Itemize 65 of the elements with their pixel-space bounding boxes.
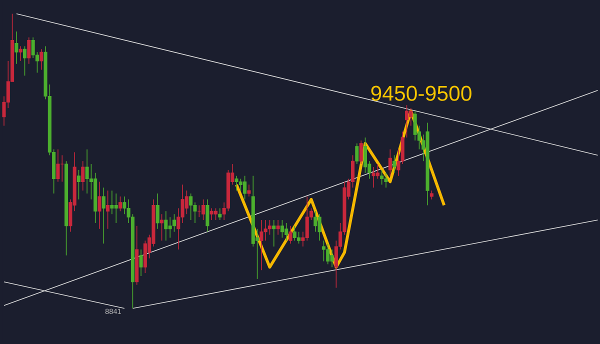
- candlestick: [122, 196, 126, 215]
- candlestick: [202, 199, 206, 220]
- candlestick: [314, 210, 318, 232]
- candlestick: [404, 104, 409, 138]
- candlestick: [292, 226, 296, 242]
- candlestick: [322, 240, 326, 262]
- candlestick: [284, 222, 288, 242]
- candlestick: [268, 220, 272, 236]
- candlestick: [247, 184, 251, 197]
- candlestick: [18, 46, 22, 62]
- candlestick: [184, 190, 188, 215]
- candlestick: [243, 175, 247, 200]
- candlestick: [160, 214, 164, 242]
- candlestick: [156, 193, 160, 230]
- candlestick: [392, 154, 396, 174]
- candlestick: [372, 166, 376, 188]
- candlestick: [330, 249, 334, 268]
- candlestick: [413, 110, 417, 141]
- candlestick: [384, 172, 388, 188]
- candlestick: [60, 154, 64, 182]
- candlestick: [363, 137, 367, 174]
- candlestick: [288, 226, 292, 244]
- candlestick: [355, 143, 359, 164]
- candlestick: [359, 140, 363, 164]
- candlestick: [168, 216, 172, 238]
- candlestick: [218, 208, 222, 220]
- candlestick: [81, 160, 85, 191]
- candlestick: [388, 148, 392, 176]
- candlestick: [326, 243, 330, 265]
- candlestick: [139, 249, 143, 276]
- candlestick: [318, 214, 322, 242]
- candlestick: [305, 196, 309, 242]
- candlestick: [214, 208, 218, 220]
- candlestick: [234, 175, 238, 191]
- candlestick: [172, 214, 176, 232]
- candlestick: [102, 187, 106, 244]
- candlestick: [238, 178, 242, 191]
- candlestick: [85, 148, 89, 194]
- candlestick: [143, 240, 147, 274]
- candlestick: [40, 48, 44, 70]
- candlestick: [118, 196, 122, 212]
- candlestick: [14, 31, 18, 64]
- annotation: 9450-9500: [371, 86, 472, 101]
- candlestick: [106, 190, 110, 230]
- candlestick: [206, 199, 210, 232]
- candlestick: [280, 220, 284, 238]
- candlestick: [31, 36, 35, 58]
- candlestick: [297, 231, 301, 244]
- candlestick: [76, 170, 80, 200]
- candlestick: [114, 193, 118, 224]
- candlestick: [264, 220, 268, 242]
- candlestick: [164, 210, 168, 242]
- candlestick: [98, 181, 102, 230]
- candlestick: [272, 220, 276, 247]
- candlestick: [380, 170, 384, 186]
- candlestick: [22, 46, 27, 76]
- candlestick: [276, 220, 280, 236]
- candlestick: [409, 108, 413, 126]
- candlestick: [27, 36, 31, 64]
- candlestick: [56, 148, 60, 182]
- candlestick: [210, 208, 214, 220]
- candlestick: [189, 193, 193, 220]
- candlestick: [376, 164, 380, 180]
- candlestick: [260, 220, 264, 271]
- candlestick: [110, 190, 114, 215]
